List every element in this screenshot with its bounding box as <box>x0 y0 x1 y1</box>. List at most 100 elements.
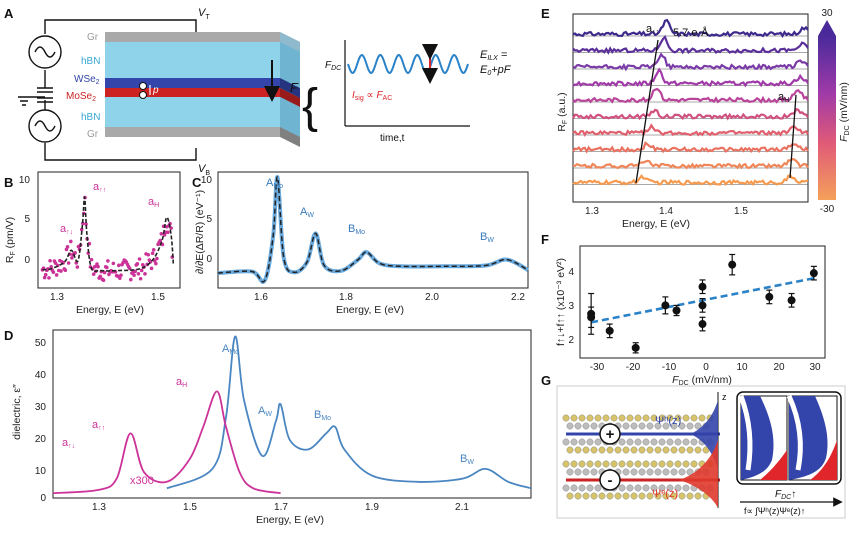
f-xtick: 30 <box>809 362 821 373</box>
b-data-point <box>152 259 157 263</box>
g-atom <box>686 492 694 500</box>
fdc-label: FDC <box>325 60 342 72</box>
d-xtick-19: 1.9 <box>365 502 379 513</box>
d-scale-note: x300 <box>130 475 154 487</box>
d-ytick-40: 40 <box>35 370 47 381</box>
g-atom <box>686 422 694 430</box>
b-xaxis-label: Energy, E (eV) <box>76 304 144 316</box>
g-atom <box>606 446 614 454</box>
b-data-point <box>139 268 144 273</box>
b-data-point <box>66 261 71 265</box>
panel-label-d: D <box>4 328 13 343</box>
b-data-point <box>63 268 68 273</box>
panel-e-spectra <box>572 18 809 187</box>
b-ytick-10: 10 <box>19 175 31 186</box>
panel-f-data-points <box>587 253 818 354</box>
g-atom <box>586 414 594 422</box>
panel-f-chart: 4 3 2 -30 -20 -10 0 10 20 30 FDC (mV/nm)… <box>555 245 826 387</box>
f-data-point <box>587 313 596 322</box>
e-spectrum-line <box>572 107 809 121</box>
g-atom <box>658 414 666 422</box>
panel-d-mose2-line <box>166 335 532 490</box>
g-atom <box>598 446 606 454</box>
b-data-point <box>155 256 159 261</box>
g-atom <box>658 438 666 446</box>
f-xtick: -30 <box>590 362 605 373</box>
electron-minus-icon <box>599 469 621 491</box>
e-spectrum-line <box>572 141 809 154</box>
d-xtick-13: 1.3 <box>92 502 106 513</box>
f-xtick: -20 <box>626 362 641 373</box>
g-atom <box>630 446 638 454</box>
ground-icon <box>18 96 30 106</box>
g-atom <box>670 446 678 454</box>
panel-label-c: C <box>192 175 202 190</box>
f-xtick: -10 <box>662 362 677 373</box>
b-data-point <box>93 264 97 269</box>
b-data-point <box>69 239 73 244</box>
g-atom <box>562 438 570 446</box>
g-atom <box>678 422 686 430</box>
g-atom <box>622 492 630 500</box>
b-ann-ah: aH <box>148 196 159 209</box>
panel-b-data-points <box>40 195 175 283</box>
b-data-point <box>149 266 154 271</box>
g-atom <box>630 468 638 476</box>
b-data-point <box>143 272 147 276</box>
f-ytick-4: 4 <box>568 267 574 278</box>
b-data-point <box>104 265 109 270</box>
b-data-point <box>91 272 96 276</box>
f-data-point <box>765 292 774 301</box>
g-atom <box>682 438 690 446</box>
g-atom <box>602 460 610 468</box>
cbar-tick-m30: -30 <box>820 204 835 215</box>
g-atom <box>686 468 694 476</box>
c-ytick-5: 5 <box>206 214 212 225</box>
colorbar-arrow-icon <box>818 20 836 36</box>
g-atom <box>642 460 650 468</box>
g-atom <box>650 460 658 468</box>
d-yaxis-label: dielectric, ε″ <box>11 384 23 440</box>
g-atom <box>578 460 586 468</box>
b-data-point <box>135 262 140 266</box>
layer-label-gr-bottom: Gr <box>87 129 99 140</box>
g-atom <box>690 414 698 422</box>
g-atom <box>590 422 598 430</box>
b-data-point <box>146 253 151 257</box>
g-atom <box>566 492 574 500</box>
g-atom <box>562 460 570 468</box>
g-atom <box>666 438 674 446</box>
d-yticks: 50 40 30 20 10 0 <box>35 338 47 504</box>
g-atom <box>662 422 670 430</box>
g-atom <box>578 438 586 446</box>
b-data-point <box>118 276 122 281</box>
d-ann-aw: AW <box>258 405 272 418</box>
e-spectrum-line <box>572 87 809 104</box>
g-atom <box>642 438 650 446</box>
c-xtick-20: 2.0 <box>425 292 439 303</box>
g-atom <box>646 492 654 500</box>
g-atom <box>690 460 698 468</box>
g-atom <box>646 422 654 430</box>
panel-label-a: A <box>4 6 14 21</box>
g-fdc-label: FDC↑ <box>775 489 796 501</box>
brace-icon: { <box>302 80 318 133</box>
e-xaxis-label: Energy, E (eV) <box>622 218 690 230</box>
c-xtick-18: 1.8 <box>339 292 353 303</box>
g-atom <box>594 438 602 446</box>
panel-d-interlayer-line <box>52 390 281 495</box>
b-data-point <box>70 256 74 260</box>
g-atom <box>570 438 578 446</box>
time-axis-label: time,t <box>380 133 405 144</box>
g-atom <box>634 484 642 492</box>
c-ann-aw: AW <box>300 206 314 219</box>
d-ytick-20: 20 <box>35 434 47 445</box>
g-atom <box>610 414 618 422</box>
c-ann-amo: AMo <box>266 177 283 190</box>
b-data-point <box>159 231 164 236</box>
svg-text:-: - <box>608 472 613 489</box>
g-atom <box>598 492 606 500</box>
c-xaxis-label: Energy, E (eV) <box>336 304 404 316</box>
g-atom <box>654 422 662 430</box>
e-xtick-13: 1.3 <box>585 206 599 217</box>
